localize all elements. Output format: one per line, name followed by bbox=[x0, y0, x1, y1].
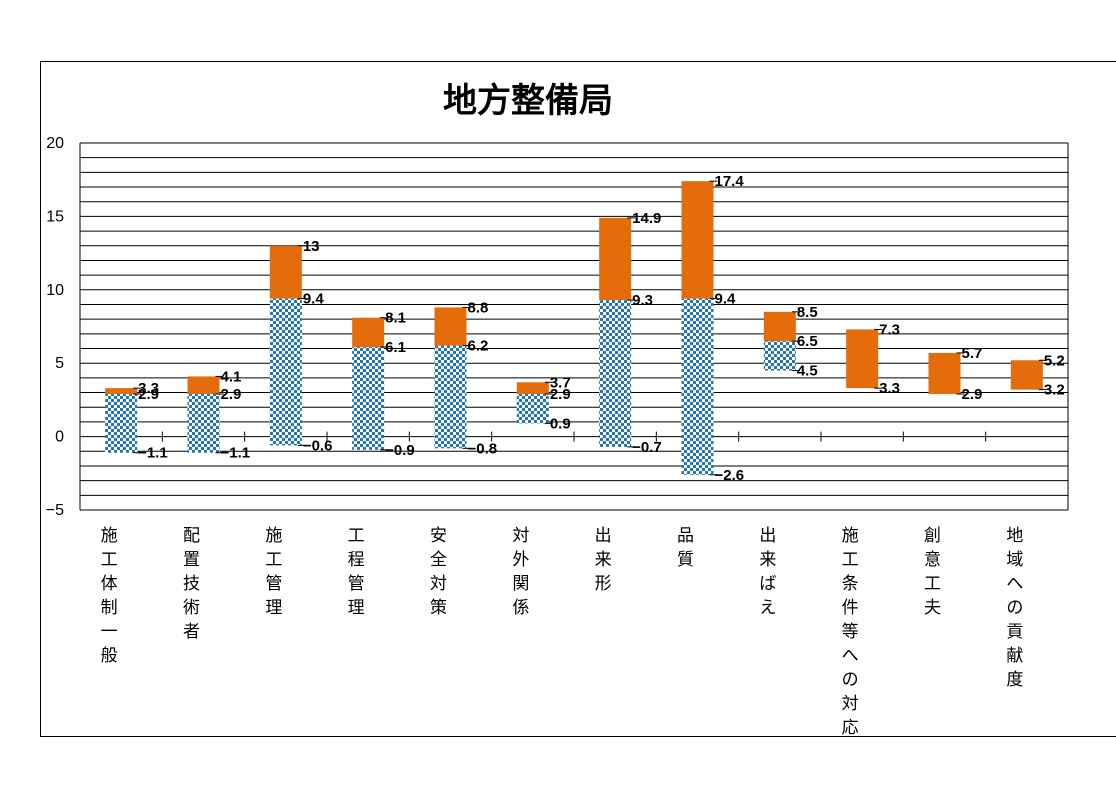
data-label: 3.2 bbox=[1044, 382, 1065, 399]
y-tick-label: 5 bbox=[55, 355, 64, 372]
data-label: 0.9 bbox=[550, 415, 571, 432]
data-label: 8.8 bbox=[468, 299, 489, 316]
chart-frame bbox=[40, 61, 1116, 737]
data-label: −0.6 bbox=[303, 437, 333, 454]
category-label: 地域への貢献度 bbox=[1006, 526, 1023, 690]
data-label: −1.1 bbox=[221, 445, 251, 462]
data-labels: 3.3 4.1 13 8.1 8.8 3.7 14.9 17.4 8.5 7.3 5.7 5.2 2.9… bbox=[133, 173, 1065, 484]
data-label: −1.1 bbox=[138, 445, 168, 462]
data-label: 5.2 bbox=[1044, 352, 1065, 369]
data-label: 9.4 bbox=[303, 291, 325, 308]
data-label: 8.1 bbox=[385, 310, 406, 327]
category-label: 品質 bbox=[677, 526, 694, 570]
data-label: 6.2 bbox=[468, 338, 489, 355]
data-label: 6.1 bbox=[385, 339, 406, 356]
upper-range-bar bbox=[187, 376, 220, 395]
data-label: 4.1 bbox=[221, 368, 242, 385]
grid-lines bbox=[79, 142, 1069, 511]
y-tick-label: −5 bbox=[46, 502, 64, 519]
data-label: 8.5 bbox=[797, 304, 818, 321]
upper-range-bar bbox=[352, 317, 385, 348]
data-label: 6.5 bbox=[797, 333, 818, 350]
y-tick-label: 10 bbox=[46, 282, 64, 299]
lower-range-bar bbox=[434, 345, 467, 449]
data-label: 3.3 bbox=[138, 380, 159, 397]
category-label: 安全対策 bbox=[430, 526, 447, 618]
upper-range-bar bbox=[269, 245, 302, 299]
category-label: 施工管理 bbox=[265, 526, 282, 618]
upper-range-bar bbox=[1010, 360, 1043, 390]
data-label: 3.3 bbox=[879, 380, 900, 397]
data-label: 3.7 bbox=[550, 374, 571, 391]
data-label: 9.4 bbox=[715, 291, 737, 308]
upper-range-bar bbox=[928, 352, 961, 395]
lower-range-bar bbox=[681, 298, 714, 475]
data-label: −0.8 bbox=[468, 440, 498, 457]
y-tick-label: 15 bbox=[46, 208, 64, 225]
data-label: 17.4 bbox=[715, 173, 745, 190]
data-label: 2.9 bbox=[138, 386, 159, 403]
data-label: 2.9 bbox=[221, 386, 242, 403]
lower-range-bar bbox=[763, 341, 796, 371]
category-label: 出来形 bbox=[595, 526, 612, 594]
upper-range-bar bbox=[434, 307, 467, 346]
data-label: 13 bbox=[303, 238, 320, 255]
upper-range-bar bbox=[516, 382, 549, 395]
category-label: 配置技術者 bbox=[183, 526, 200, 642]
upper-range-bar bbox=[763, 311, 796, 342]
upper-range-bar bbox=[681, 181, 714, 299]
lower-range-bar bbox=[352, 347, 385, 450]
data-label: 14.9 bbox=[632, 210, 661, 227]
lower-range-bar bbox=[516, 394, 549, 424]
upper-range-bar bbox=[599, 217, 632, 301]
data-label: −0.7 bbox=[632, 439, 662, 456]
category-label: 創意工夫 bbox=[924, 526, 941, 618]
data-label: 9.3 bbox=[632, 292, 653, 309]
data-label: 2.9 bbox=[962, 386, 983, 403]
data-label: 7.3 bbox=[879, 321, 900, 338]
category-label: 工程管理 bbox=[348, 526, 365, 618]
y-tick-label: 20 bbox=[46, 135, 64, 152]
data-label: 2.9 bbox=[550, 386, 571, 403]
category-label: 施工体制一般 bbox=[101, 526, 118, 666]
category-labels: 施工体制一般 配置技術者 施工管理 工程管理 安全対策 対外関係 出来形 品質 出来ばえ 施工条件… bbox=[101, 526, 1024, 738]
data-label: −0.9 bbox=[385, 442, 415, 459]
upper-range-bar bbox=[105, 388, 138, 395]
data-label: 5.7 bbox=[962, 345, 983, 362]
y-axis-ticks: 20 15 10 5 0 −5 bbox=[46, 135, 64, 519]
chart-title: 地方整備局 bbox=[443, 81, 613, 121]
data-label: 4.5 bbox=[797, 363, 818, 380]
category-label: 施工条件等への対応 bbox=[842, 526, 859, 738]
lower-range-bar bbox=[269, 298, 302, 446]
category-label: 出来ばえ bbox=[759, 526, 776, 618]
bars bbox=[105, 181, 1043, 475]
data-label: −2.6 bbox=[715, 467, 745, 484]
y-tick-label: 0 bbox=[55, 429, 64, 446]
upper-range-bar bbox=[846, 329, 879, 389]
lower-range-bar bbox=[599, 300, 632, 447]
lower-range-bar bbox=[105, 394, 138, 453]
lower-range-bar bbox=[187, 394, 220, 453]
category-label: 対外関係 bbox=[512, 526, 529, 618]
